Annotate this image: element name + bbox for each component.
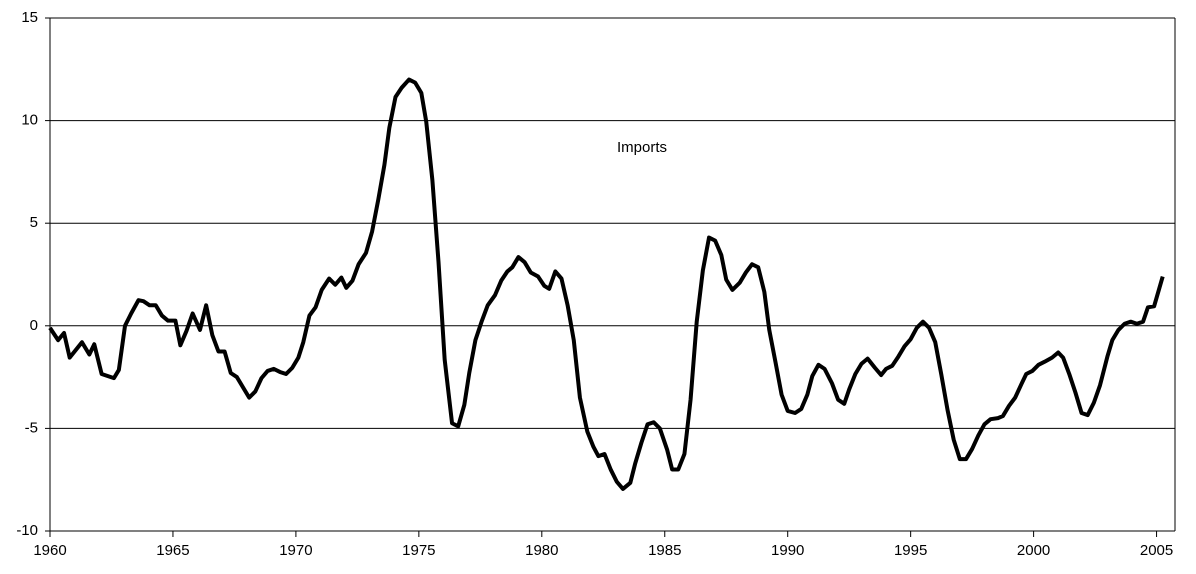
x-tick-label: 1990 — [771, 542, 804, 559]
x-tick-label: 1970 — [279, 542, 312, 559]
x-tick-label: 1960 — [33, 542, 66, 559]
data-line — [48, 77, 1165, 491]
y-tick-label: -10 — [16, 522, 38, 539]
x-tick-label: 1975 — [402, 542, 435, 559]
x-tick-label: 2005 — [1140, 542, 1173, 559]
x-tick-label: 1995 — [894, 542, 927, 559]
y-tick-label: 10 — [21, 112, 38, 129]
x-tick-label: 1980 — [525, 542, 558, 559]
y-tick-label: 15 — [21, 9, 38, 26]
y-tick-label: 5 — [30, 214, 38, 231]
series-label: Imports — [617, 139, 667, 156]
x-tick-label: 1985 — [648, 542, 681, 559]
x-tick-label: 2000 — [1017, 542, 1050, 559]
y-tick-label: -5 — [25, 419, 38, 436]
y-tick-label: 0 — [30, 317, 38, 334]
x-tick-label: 1965 — [156, 542, 189, 559]
